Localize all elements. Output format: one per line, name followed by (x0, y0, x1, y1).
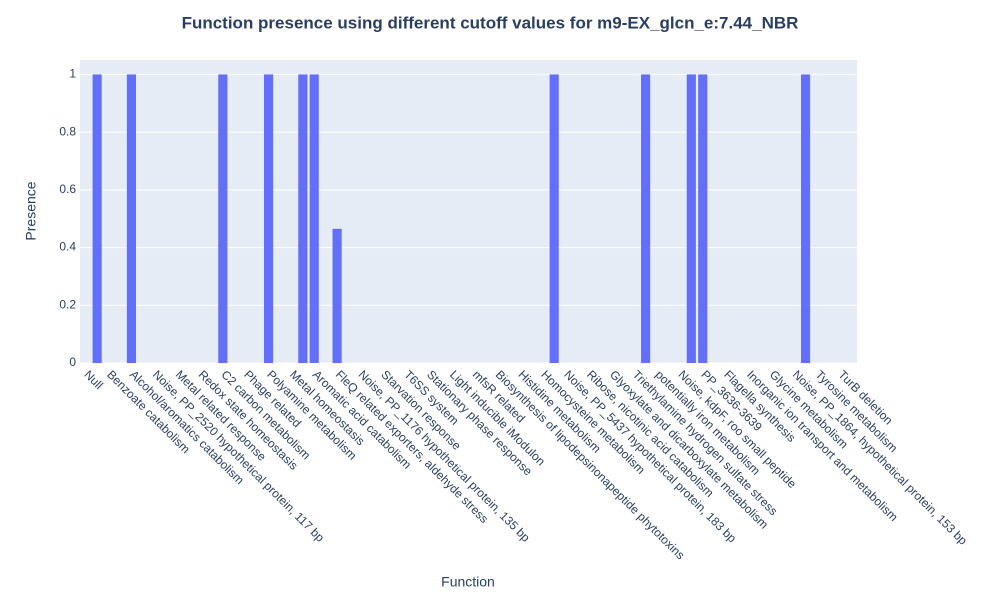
bar (92, 74, 102, 363)
bar (641, 74, 651, 363)
bar (801, 74, 811, 363)
y-tick-label: 0.2 (59, 297, 76, 311)
y-tick-label: 0.6 (59, 182, 76, 196)
bar (263, 74, 274, 363)
bar (298, 74, 308, 363)
bar (332, 228, 342, 363)
bar (549, 74, 559, 363)
y-tick-label: 0.4 (59, 240, 76, 254)
bar (686, 74, 696, 363)
y-tick-label: 0.8 (59, 124, 76, 138)
bar (126, 74, 136, 363)
bar (309, 74, 319, 363)
bar (218, 74, 228, 363)
y-tick-label: 1 (69, 67, 76, 81)
x-tick-label: Noise, PP_1864, hypothetical protein, 15… (790, 367, 970, 547)
chart-title: Function presence using different cutoff… (182, 13, 799, 32)
plot-area (80, 60, 857, 363)
y-tick-label: 0 (69, 355, 76, 369)
y-axis-title: Presence (23, 181, 39, 240)
x-tick-label: Null (81, 367, 106, 392)
x-axis-title: Function (441, 574, 495, 590)
bar (698, 74, 708, 363)
